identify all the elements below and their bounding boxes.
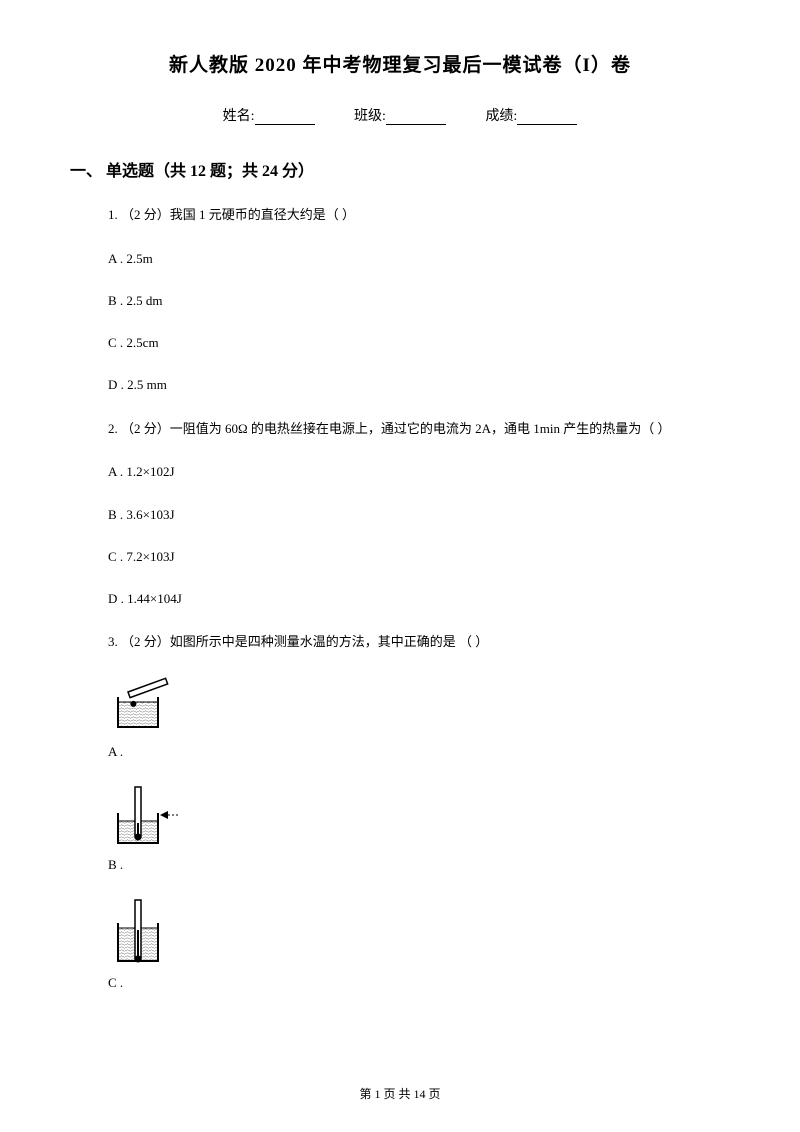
- q2-option-c: C . 7.2×103J: [108, 548, 730, 566]
- score-blank: [517, 111, 577, 125]
- q2-option-a: A . 1.2×102J: [108, 463, 730, 481]
- q1-option-d: D . 2.5 mm: [108, 376, 730, 394]
- q1-option-c: C . 2.5cm: [108, 334, 730, 352]
- class-label: 班级:: [354, 109, 386, 124]
- q3-option-a: [108, 677, 730, 741]
- question-2: 2. （2 分）一阻值为 60Ω 的电热丝接在电源上，通过它的电流为 2A，通电…: [108, 419, 730, 440]
- exam-title: 新人教版 2020 年中考物理复习最后一模试卷（I）卷: [70, 50, 730, 77]
- name-field: 姓名:: [223, 105, 315, 125]
- beaker-diagram-a: [108, 677, 178, 741]
- q3-option-b: [108, 785, 730, 854]
- q1-option-b: B . 2.5 dm: [108, 292, 730, 310]
- q3-option-c: [108, 898, 730, 972]
- page-footer: 第 1 页 共 14 页: [0, 1085, 800, 1102]
- score-label: 成绩:: [485, 109, 517, 124]
- class-blank: [386, 111, 446, 125]
- student-info-row: 姓名: 班级: 成绩:: [70, 105, 730, 125]
- beaker-diagram-c: [108, 898, 178, 972]
- q1-option-a: A . 2.5m: [108, 250, 730, 268]
- name-label: 姓名:: [223, 109, 255, 124]
- q2-option-d: D . 1.44×104J: [108, 590, 730, 608]
- class-field: 班级:: [354, 105, 446, 125]
- name-blank: [255, 111, 315, 125]
- section-header: 一、 单选题（共 12 题；共 24 分）: [70, 157, 730, 181]
- q3-option-c-label: C .: [108, 974, 730, 992]
- q2-option-b: B . 3.6×103J: [108, 506, 730, 524]
- q3-option-b-label: B .: [108, 856, 730, 874]
- q3-option-a-label: A .: [108, 743, 730, 761]
- question-1: 1. （2 分）我国 1 元硬币的直径大约是（ ）: [108, 205, 730, 226]
- question-3: 3. （2 分）如图所示中是四种测量水温的方法，其中正确的是 （ ）: [108, 632, 730, 653]
- beaker-diagram-b: [108, 785, 188, 854]
- score-field: 成绩:: [485, 105, 577, 125]
